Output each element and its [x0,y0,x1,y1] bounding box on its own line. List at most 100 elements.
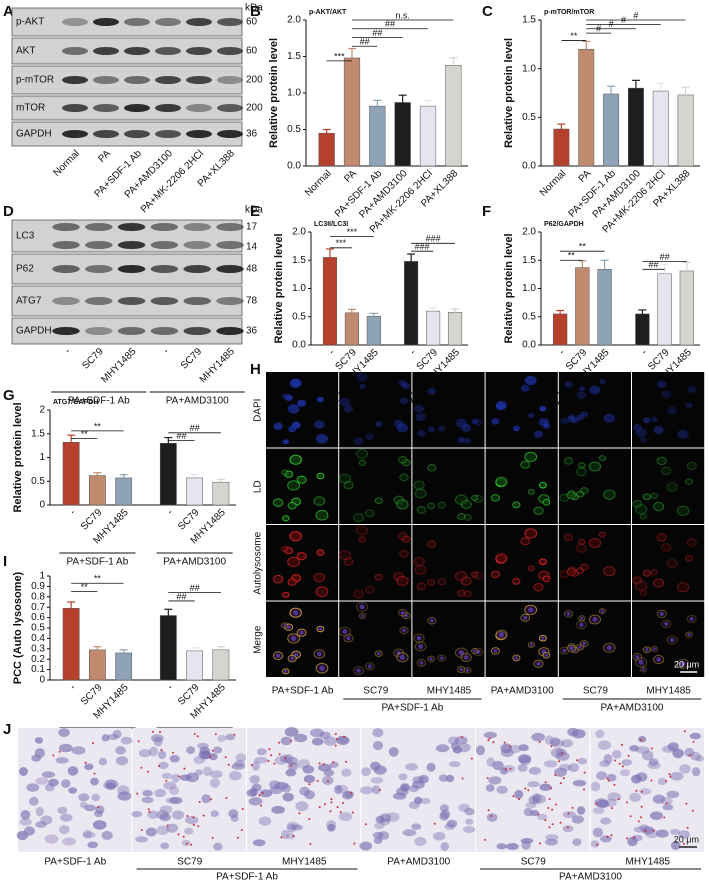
nucleus [483,731,497,739]
lipid-dot [318,806,321,809]
blot-band [92,18,120,26]
nucleus [595,729,605,739]
lipid-dot [640,790,643,793]
group-label: PA+AMD3100 [166,396,229,407]
nucleus [84,804,96,812]
cell [512,578,521,585]
lipid-dot [192,823,195,826]
nucleus [283,623,287,627]
nucleus [678,830,690,839]
lipid-dot [644,830,647,833]
lipid-dot [192,816,195,819]
error-bar [190,647,199,651]
cell [413,480,425,490]
lipid-dot [538,741,541,743]
cell [401,535,411,543]
nucleus [458,650,464,656]
nucleus [405,763,418,771]
column-label: MHY1485 [282,857,327,868]
lipid-dot [629,815,632,818]
nucleus [520,837,534,844]
lipid-dot [576,759,579,762]
bar [447,311,463,346]
blot-band [52,223,80,231]
lipid-dot [461,736,464,739]
nucleus [506,843,519,850]
lipid-dot [318,762,321,765]
cell [374,497,383,505]
nucleus [213,746,223,754]
cell [374,573,383,581]
nucleus [91,793,100,802]
nucleus [669,828,681,835]
nucleus [34,737,44,744]
panel-letter: A [3,3,14,20]
cell [639,590,648,596]
nucleus [280,736,292,746]
nucleus [209,778,221,788]
y-tick-label: 0.6 [31,612,45,623]
cell [527,488,535,495]
nucleus [249,775,260,784]
nucleus [592,616,598,623]
cell [415,412,426,422]
nucleus [545,838,558,846]
error-bar [582,40,591,50]
error-bar [398,94,407,103]
cell [427,426,435,433]
sig-label: ## [360,37,370,47]
cell [589,385,601,395]
nucleus [372,785,381,795]
cell [416,582,427,591]
nucleus [459,667,463,672]
lipid-dot [633,836,635,839]
nucleus [299,786,310,796]
micrograph-bg [412,372,485,448]
y-tick-label: 2.0 [287,15,301,26]
y-tick-label: 0.0 [522,340,536,351]
column-label: SC79 [177,857,202,868]
y-tick-label: 0.5 [287,124,301,135]
blot-band [52,327,80,335]
nucleus [416,635,422,641]
nucleus [290,635,297,642]
nucleus [58,743,73,753]
histology-bg [476,728,590,852]
lipid-dot [345,760,348,763]
nucleus [691,767,701,777]
blot-band [216,76,244,84]
bar [652,90,669,167]
lipid-dot [558,760,560,763]
nucleus [282,792,294,802]
lipid-dot [559,821,562,824]
bar [394,102,411,167]
y-tick-label: 0.0 [287,161,301,172]
nucleus [528,607,534,613]
cell [416,506,427,514]
blot-band [123,130,151,138]
scale-bar-label: 20 μm [674,834,699,844]
lipid-dot [261,792,264,794]
error-bar [190,474,199,478]
cell [598,531,607,538]
cell [640,437,647,443]
y-tick-label: 2.0 [522,227,536,238]
blot-band [154,130,182,138]
nucleus [67,766,79,776]
lipid-dot [137,740,140,743]
micrograph [412,525,485,601]
nucleus [388,747,399,757]
lipid-dot [267,760,270,762]
lipid-dot [182,835,185,838]
cell [650,569,659,576]
lipid-dot [241,808,244,810]
lipid-dot [544,781,547,784]
error-bar [429,307,438,312]
lipid-dot [378,789,381,791]
lipid-dot [544,819,547,822]
nucleus [426,762,436,772]
cell [512,425,521,432]
histology-image [590,728,704,852]
lipid-dot [554,774,557,776]
nucleus [105,779,119,789]
